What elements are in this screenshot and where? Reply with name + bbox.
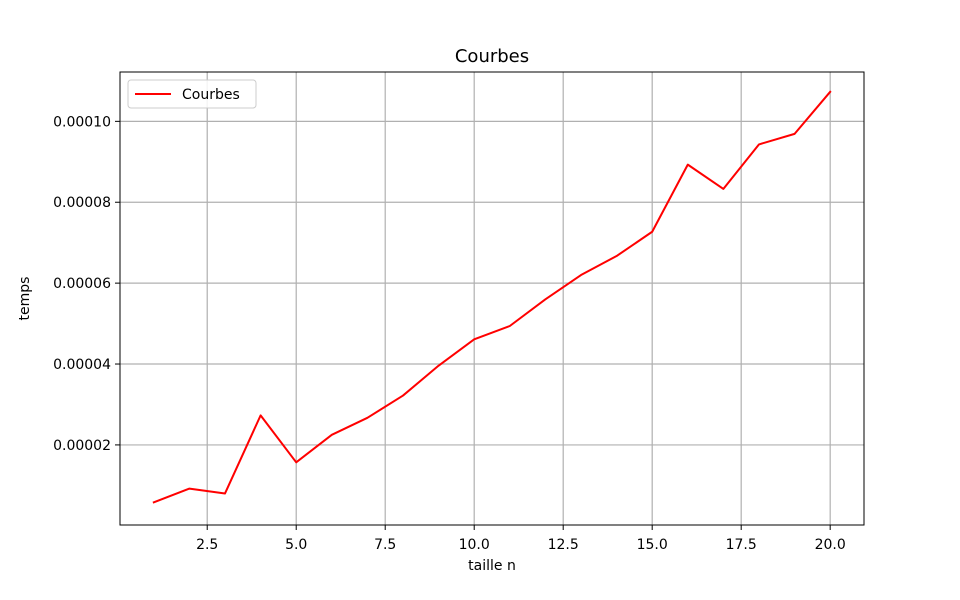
plot-area-background — [120, 72, 864, 525]
y-axis-label: temps — [17, 277, 33, 321]
series-layer — [152, 90, 832, 504]
x-tick-label: 10.0 — [459, 537, 490, 553]
y-tick-label: 0.00010 — [53, 114, 111, 130]
x-axis-ticks: 2.5 5.0 7.5 10.0 12.5 15.0 17.5 20.0 — [196, 525, 846, 553]
y-tick-label: 0.00008 — [53, 195, 111, 211]
y-axis-ticks: 0.00002 0.00004 0.00006 0.00008 0.00010 — [53, 114, 120, 454]
series-line-courbes — [152, 90, 832, 504]
x-axis-label: taille n — [468, 558, 516, 574]
legend: Courbes — [127, 79, 257, 109]
x-tick-label: 5.0 — [285, 537, 307, 553]
x-tick-label: 15.0 — [637, 537, 668, 553]
x-tick-label: 12.5 — [548, 537, 579, 553]
x-tick-label: 7.5 — [374, 537, 396, 553]
chart-title: Courbes — [455, 46, 529, 67]
x-grid-lines — [206, 72, 831, 525]
y-grid-lines — [120, 120, 864, 446]
legend-label-courbes: Courbes — [182, 87, 240, 103]
y-tick-label: 0.00004 — [53, 357, 111, 373]
x-tick-label: 20.0 — [815, 537, 846, 553]
y-tick-label: 0.00006 — [53, 276, 111, 292]
legend-box — [127, 79, 257, 109]
plot-area-frame — [119, 71, 865, 526]
y-tick-label: 0.00002 — [53, 438, 111, 454]
x-tick-label: 17.5 — [726, 537, 757, 553]
x-tick-label: 2.5 — [196, 537, 218, 553]
